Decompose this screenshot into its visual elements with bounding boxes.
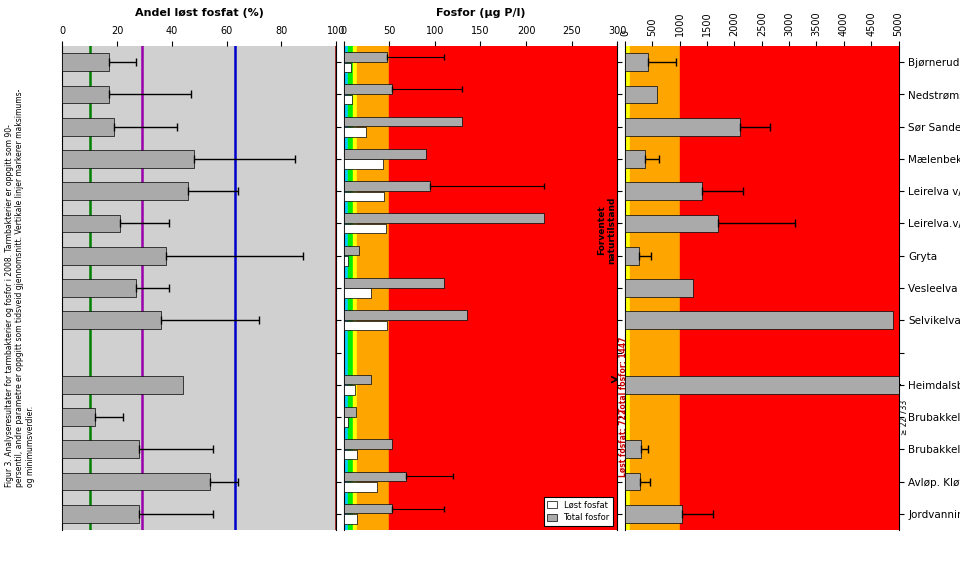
- Bar: [625, 46, 631, 530]
- Bar: [348, 46, 353, 530]
- Bar: [625, 247, 639, 264]
- Bar: [62, 408, 95, 426]
- Text: Forventet
naturtilstand: Forventet naturtilstand: [596, 196, 616, 264]
- Bar: [625, 279, 693, 297]
- Title: Fosfor (µg P/l): Fosfor (µg P/l): [436, 7, 525, 17]
- Bar: [344, 321, 388, 330]
- Bar: [353, 46, 357, 530]
- Bar: [625, 118, 740, 135]
- Bar: [62, 312, 161, 329]
- Bar: [625, 473, 639, 490]
- Bar: [344, 439, 392, 449]
- Bar: [62, 215, 120, 232]
- Bar: [344, 278, 444, 287]
- Bar: [390, 46, 617, 530]
- Bar: [344, 160, 383, 169]
- Bar: [62, 118, 114, 135]
- Bar: [344, 310, 467, 320]
- Bar: [344, 450, 357, 459]
- Bar: [62, 247, 166, 264]
- Text: Løst fosfat: 722: Løst fosfat: 722: [618, 409, 628, 477]
- Bar: [625, 150, 645, 168]
- Bar: [625, 183, 702, 200]
- Bar: [62, 279, 136, 297]
- Bar: [344, 385, 354, 395]
- Bar: [625, 376, 899, 393]
- Bar: [344, 52, 388, 62]
- Bar: [344, 418, 348, 427]
- Legend: Løst fosfat, Total fosfor: Løst fosfat, Total fosfor: [543, 497, 613, 526]
- Text: Total fosfor: 1447: Total fosfor: 1447: [618, 337, 628, 414]
- Title: Andel løst fosfat (%): Andel løst fosfat (%): [134, 7, 264, 17]
- Bar: [344, 63, 351, 72]
- Bar: [344, 149, 426, 158]
- Bar: [680, 46, 899, 530]
- Bar: [344, 117, 463, 126]
- Bar: [625, 86, 657, 103]
- Bar: [344, 85, 392, 94]
- Bar: [62, 183, 188, 200]
- Bar: [62, 473, 210, 490]
- Bar: [625, 505, 683, 522]
- Text: ≥ 22 733: ≥ 22 733: [900, 399, 909, 435]
- Bar: [344, 375, 371, 384]
- Bar: [344, 214, 544, 223]
- Text: Figur 3. Analyseresultater for tarmbakterier og fosfor i 2008. Tarmbakterier er : Figur 3. Analyseresultater for tarmbakte…: [5, 89, 35, 487]
- Bar: [62, 441, 139, 458]
- Bar: [344, 46, 348, 530]
- Bar: [357, 46, 390, 530]
- Bar: [344, 256, 348, 266]
- Bar: [625, 215, 718, 232]
- Bar: [344, 95, 352, 104]
- Bar: [344, 289, 371, 298]
- Bar: [62, 54, 108, 71]
- Bar: [344, 192, 384, 201]
- Bar: [344, 224, 386, 233]
- Bar: [344, 127, 366, 137]
- Bar: [344, 514, 357, 524]
- Bar: [344, 246, 359, 255]
- Bar: [62, 376, 182, 393]
- Bar: [344, 181, 430, 191]
- Bar: [344, 504, 392, 513]
- Bar: [344, 407, 356, 416]
- Bar: [631, 46, 680, 530]
- Bar: [62, 505, 139, 522]
- Bar: [62, 150, 194, 168]
- Bar: [344, 482, 377, 491]
- Bar: [62, 86, 108, 103]
- Bar: [625, 312, 893, 329]
- Bar: [625, 54, 649, 71]
- Bar: [625, 441, 641, 458]
- Bar: [344, 472, 406, 481]
